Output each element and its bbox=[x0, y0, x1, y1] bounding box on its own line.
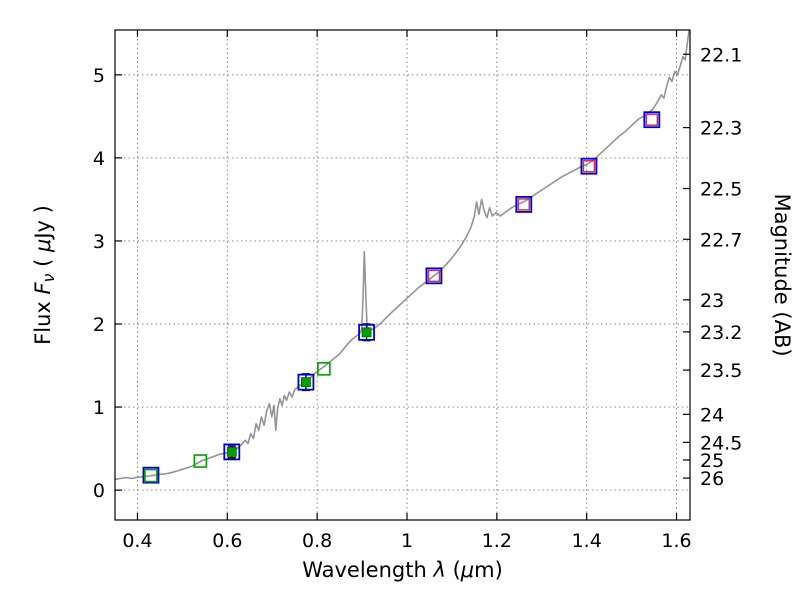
magnitude-tick-label: 25 bbox=[700, 450, 724, 472]
marker-red-open-square bbox=[427, 269, 441, 283]
magnitude-tick-label: 22.5 bbox=[700, 179, 742, 201]
y-tick-label: 3 bbox=[93, 231, 105, 253]
magnitude-tick-label: 22.3 bbox=[700, 118, 742, 140]
marker-blue-open-square bbox=[580, 157, 598, 175]
marker-green-open-square bbox=[144, 468, 158, 483]
y-tick-label: 4 bbox=[93, 148, 105, 170]
x-tick-label: 1.4 bbox=[572, 530, 602, 552]
marker-blue-open-square bbox=[297, 373, 315, 391]
marker-blue-open-square bbox=[515, 196, 533, 213]
marker-blue-open-square bbox=[223, 443, 241, 461]
x-tick-label: 1 bbox=[401, 530, 413, 552]
y-tick-label: 1 bbox=[93, 397, 105, 419]
axes-background bbox=[115, 30, 690, 520]
y-tick-label: 2 bbox=[93, 314, 105, 336]
magnitude-tick-label: 22.7 bbox=[700, 229, 742, 251]
magnitude-tick-label: 23.2 bbox=[700, 322, 742, 344]
right-axis-label: Magnitude (AB) bbox=[770, 193, 794, 356]
y-tick-label: 0 bbox=[93, 480, 105, 502]
magnitude-tick-label: 24.5 bbox=[700, 432, 742, 454]
x-tick-label: 1.6 bbox=[661, 530, 691, 552]
marker-red-open-square bbox=[645, 113, 659, 126]
marker-blue-open-square bbox=[425, 267, 443, 285]
marker-red-open-square bbox=[517, 198, 531, 211]
y-axis-label: Flux Fν ( μJy ) bbox=[31, 205, 58, 345]
plot-frame bbox=[114, 29, 691, 521]
magnitude-tick-label: 22.1 bbox=[700, 44, 742, 66]
marker-blue-open-square bbox=[358, 323, 375, 341]
marker-blue-open-square bbox=[142, 466, 160, 484]
x-tick-label: 0.6 bbox=[212, 530, 242, 552]
x-tick-label: 1.2 bbox=[482, 530, 512, 552]
magnitude-tick-label: 23 bbox=[700, 290, 724, 312]
magnitude-tick-label: 23.5 bbox=[700, 360, 742, 382]
marker-green-filled-square bbox=[226, 446, 237, 457]
marker-green-open-square bbox=[317, 362, 331, 376]
marker-green-filled-square bbox=[361, 327, 372, 338]
x-tick-label: 0.4 bbox=[122, 530, 152, 552]
marker-green-open-square bbox=[193, 454, 208, 468]
marker-green-filled-square bbox=[301, 377, 311, 388]
marker-blue-open-square bbox=[643, 111, 661, 129]
x-axis-label: Wavelength λ (μm) bbox=[302, 558, 503, 582]
x-tick-label: 0.8 bbox=[302, 530, 332, 552]
magnitude-tick-label: 24 bbox=[700, 404, 724, 426]
magnitude-tick-label: 26 bbox=[700, 468, 724, 490]
y-tick-label: 5 bbox=[93, 65, 105, 87]
marker-red-open-square bbox=[582, 159, 596, 173]
